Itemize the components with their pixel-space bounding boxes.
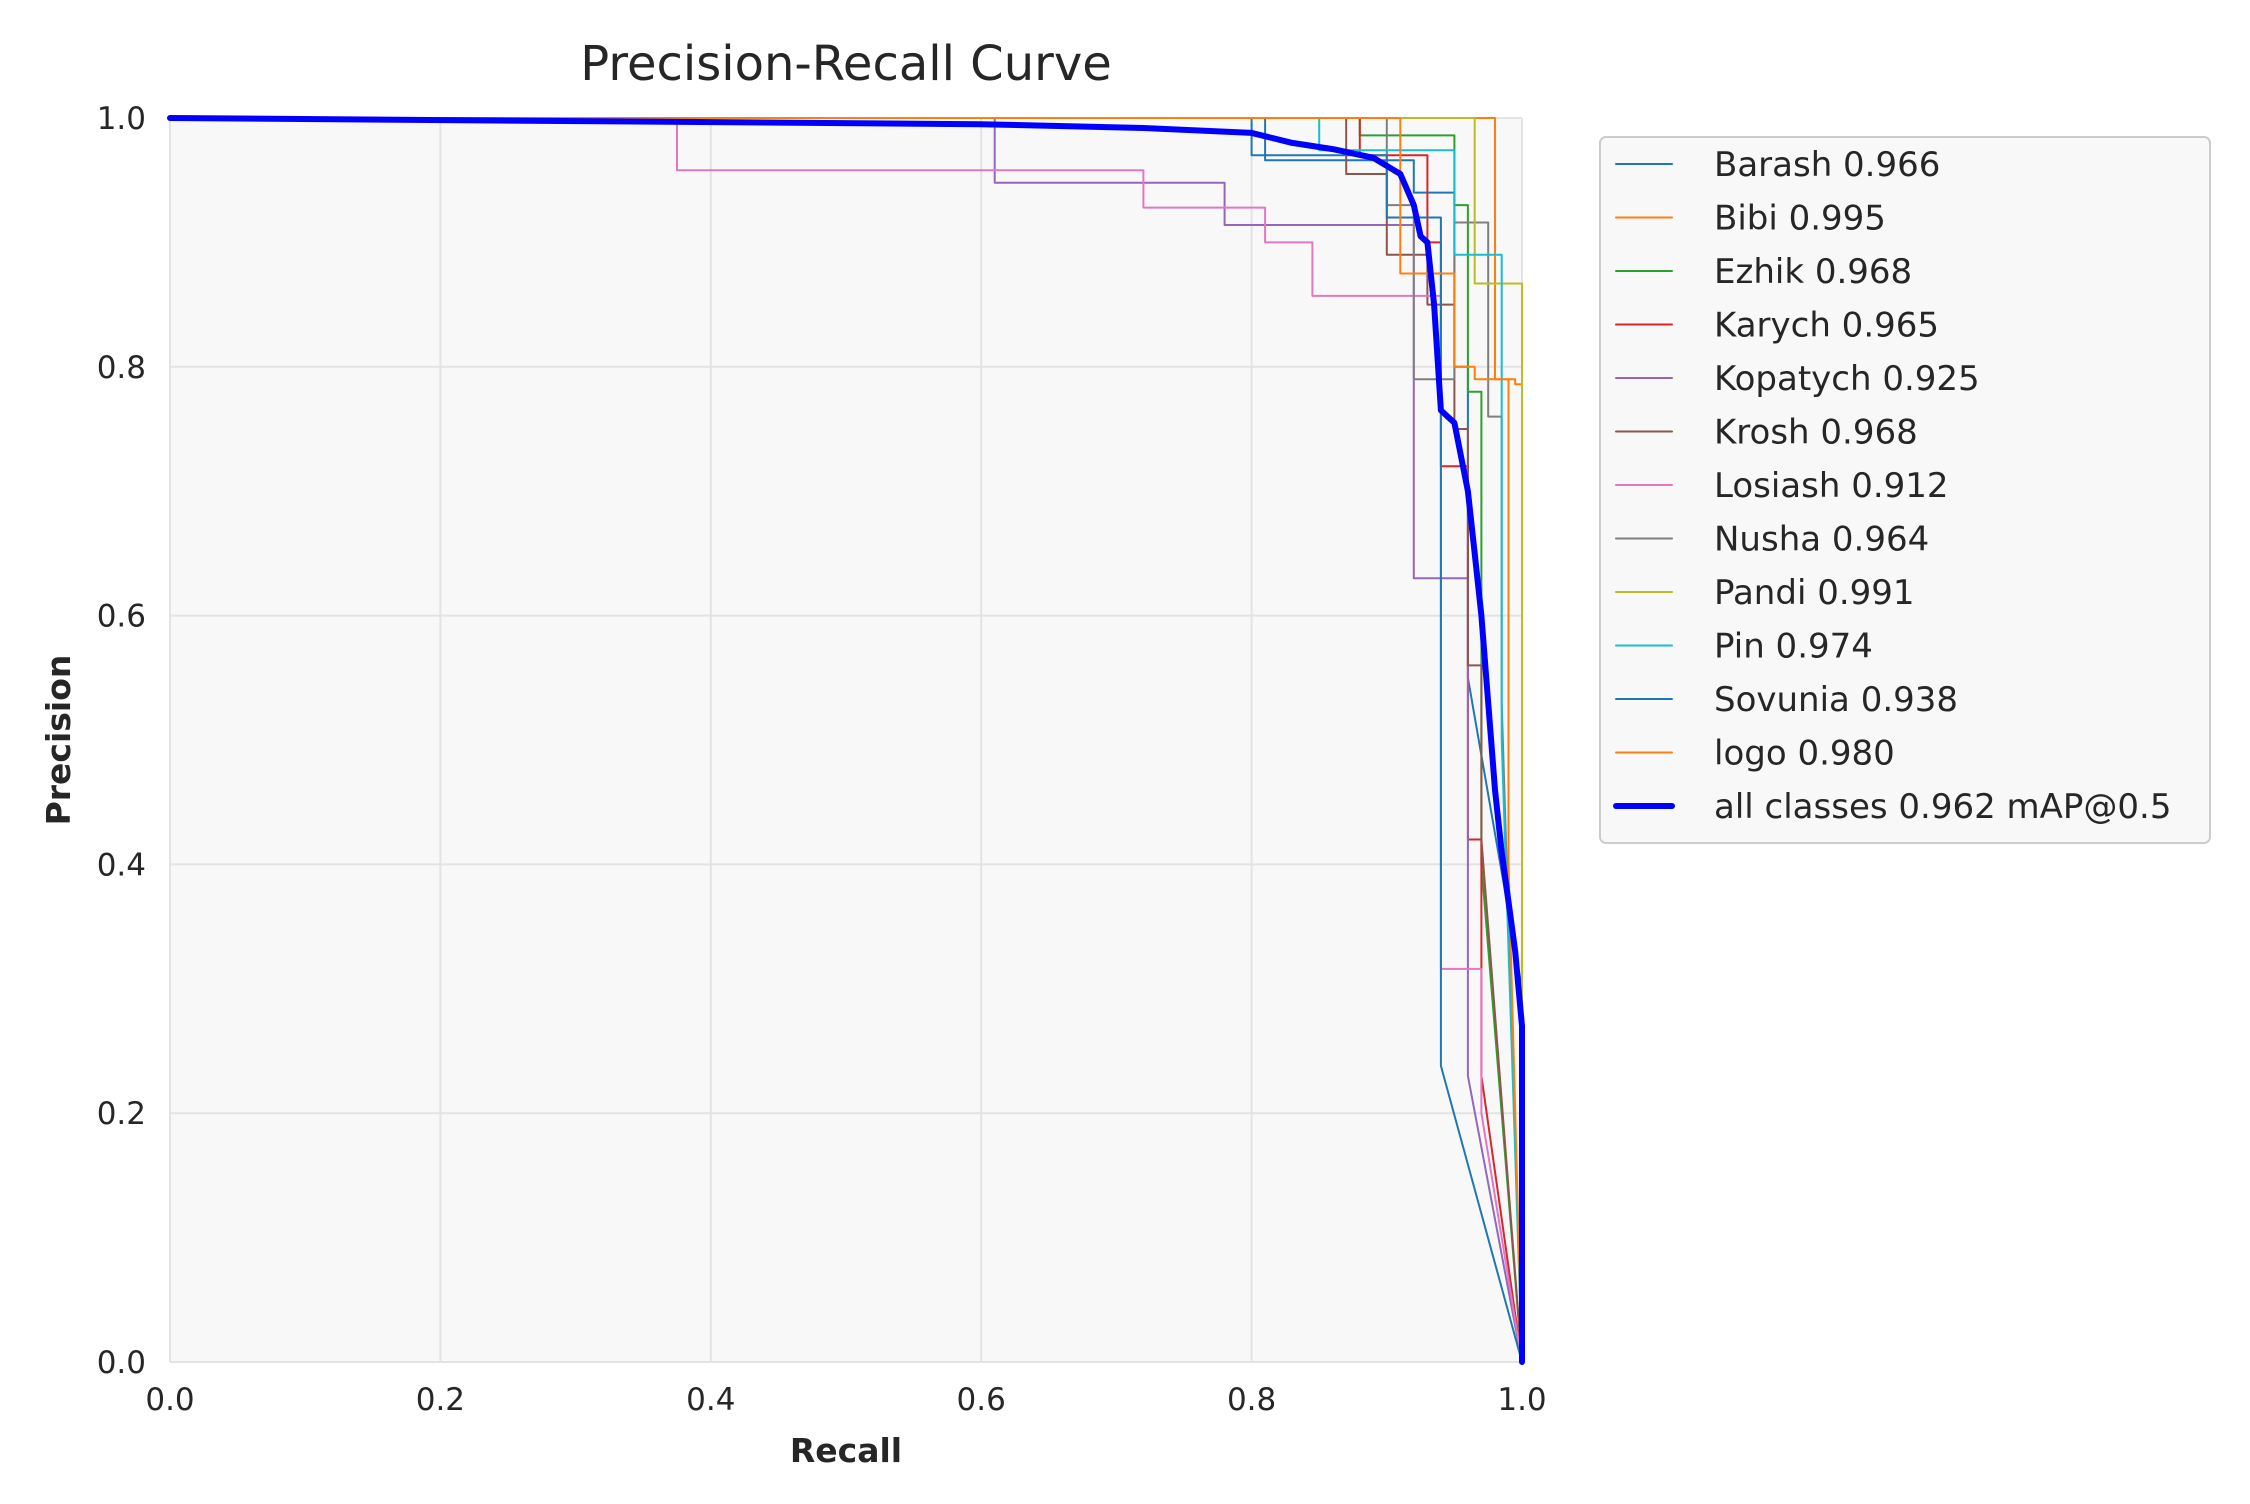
series-line-10 xyxy=(169,117,1523,1363)
legend-label-2: Ezhik 0.968 xyxy=(1714,252,1912,292)
legend-label-6: Losiash 0.912 xyxy=(1714,466,1949,506)
y-tick-label: 1.0 xyxy=(97,101,146,137)
y-tick-label: 0.8 xyxy=(97,350,146,386)
legend-label-12: all classes 0.962 mAP@0.5 xyxy=(1714,787,2171,827)
plot-area-background xyxy=(170,118,1522,1362)
y-tick-label: 0.2 xyxy=(97,1096,146,1132)
legend-label-5: Krosh 0.968 xyxy=(1714,413,1918,453)
chart-title: Precision-Recall Curve xyxy=(580,36,1112,92)
x-tick-label: 0.4 xyxy=(686,1382,735,1418)
legend-label-10: Sovunia 0.938 xyxy=(1714,680,1958,720)
y-axis-label: Precision xyxy=(39,655,78,826)
x-tick-label: 0.8 xyxy=(1227,1382,1276,1418)
legend: Barash 0.966 Bibi 0.995 Ezhik 0.968 Karych … xyxy=(1599,136,2211,844)
y-tick-label: 0.6 xyxy=(97,599,146,635)
legend-label-1: Bibi 0.995 xyxy=(1714,199,1886,239)
legend-label-3: Karych 0.965 xyxy=(1714,306,1939,346)
series-line-4 xyxy=(169,117,1523,1363)
x-tick-label: 1.0 xyxy=(1497,1382,1546,1418)
legend-label-4: Kopatych 0.925 xyxy=(1714,359,1980,399)
y-tick-label: 0.0 xyxy=(97,1345,146,1381)
series-line-6 xyxy=(169,117,1523,1363)
series-line-9 xyxy=(169,117,1523,1363)
legend-label-11: logo 0.980 xyxy=(1714,734,1895,774)
x-tick-label: 0.2 xyxy=(416,1382,465,1418)
series-lines xyxy=(167,115,1525,1365)
x-axis-label: Recall xyxy=(790,1431,902,1470)
x-tick-label: 0.6 xyxy=(957,1382,1006,1418)
legend-box xyxy=(1599,136,2211,844)
legend-label-8: Pandi 0.991 xyxy=(1714,573,1915,613)
x-tick-label: 0.0 xyxy=(145,1382,194,1418)
series-line-12 xyxy=(167,115,1525,1365)
legend-label-9: Pin 0.974 xyxy=(1714,627,1873,667)
legend-label-0: Barash 0.966 xyxy=(1714,145,1940,185)
x-tick-labels: 0.0 0.2 0.4 0.6 0.8 1.0 xyxy=(145,1382,1546,1418)
y-tick-label: 0.4 xyxy=(97,847,146,883)
series-line-11 xyxy=(169,117,1523,1363)
y-tick-labels: 0.0 0.2 0.4 0.6 0.8 1.0 xyxy=(97,101,146,1381)
legend-label-7: Nusha 0.964 xyxy=(1714,520,1929,560)
